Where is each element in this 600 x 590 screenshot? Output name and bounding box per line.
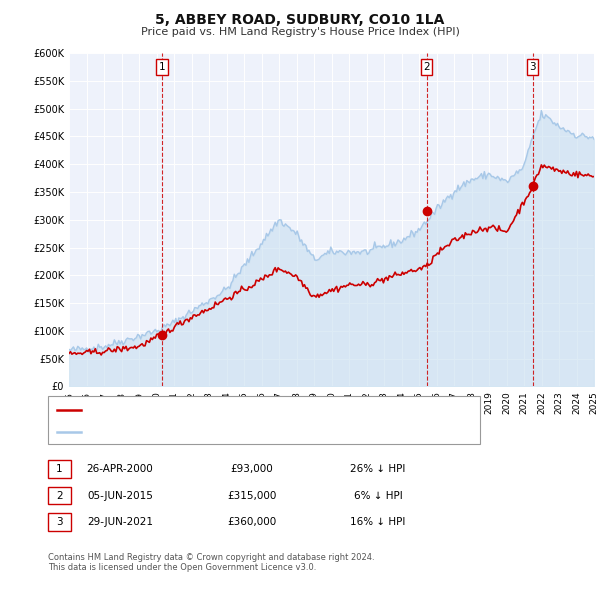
Text: 3: 3 [529,62,536,72]
Text: £93,000: £93,000 [230,464,274,474]
Text: 3: 3 [56,517,63,527]
Text: Price paid vs. HM Land Registry's House Price Index (HPI): Price paid vs. HM Land Registry's House … [140,27,460,37]
Text: 16% ↓ HPI: 16% ↓ HPI [350,517,406,527]
Text: 5, ABBEY ROAD, SUDBURY, CO10 1LA: 5, ABBEY ROAD, SUDBURY, CO10 1LA [155,13,445,27]
Text: 6% ↓ HPI: 6% ↓ HPI [353,491,403,500]
Text: 1: 1 [159,62,166,72]
Text: HPI: Average price, detached house, Babergh: HPI: Average price, detached house, Babe… [87,427,309,437]
Text: Contains HM Land Registry data © Crown copyright and database right 2024.
This d: Contains HM Land Registry data © Crown c… [48,553,374,572]
Text: 29-JUN-2021: 29-JUN-2021 [87,517,153,527]
Text: 2: 2 [423,62,430,72]
Text: 26-APR-2000: 26-APR-2000 [86,464,154,474]
Text: 26% ↓ HPI: 26% ↓ HPI [350,464,406,474]
Text: £315,000: £315,000 [227,491,277,500]
Text: 5, ABBEY ROAD, SUDBURY, CO10 1LA (detached house): 5, ABBEY ROAD, SUDBURY, CO10 1LA (detach… [87,405,360,415]
Text: 2: 2 [56,491,63,500]
Text: 05-JUN-2015: 05-JUN-2015 [87,491,153,500]
Text: £360,000: £360,000 [227,517,277,527]
Text: 1: 1 [56,464,63,474]
